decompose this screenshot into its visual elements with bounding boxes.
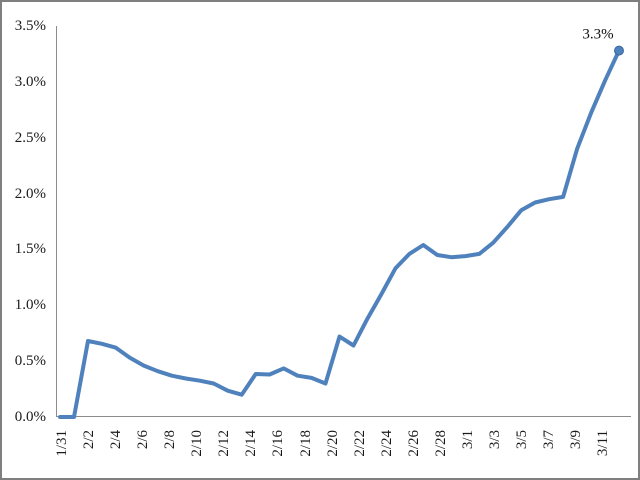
y-tick-label: 3.0% bbox=[14, 73, 46, 90]
y-tick-label: 3.5% bbox=[14, 18, 46, 34]
x-tick-label: 2/18 bbox=[297, 430, 314, 457]
x-tick-label: 3/1 bbox=[459, 430, 476, 450]
x-tick-label: 3/3 bbox=[486, 430, 503, 450]
series-line bbox=[58, 48, 621, 419]
x-tick-label: 2/26 bbox=[405, 430, 422, 457]
x-tick-label: 3/5 bbox=[513, 430, 530, 450]
x-tick-label: 1/31 bbox=[54, 430, 70, 457]
y-tick-label: 0.0% bbox=[14, 409, 46, 425]
x-tick-label: 2/22 bbox=[351, 430, 368, 457]
x-tick-label: 2/12 bbox=[216, 430, 233, 457]
x-tick-label: 2/24 bbox=[378, 430, 395, 457]
x-tick-label: 2/10 bbox=[189, 430, 206, 457]
x-tick-label: 2/2 bbox=[81, 430, 97, 450]
x-tick-label: 2/4 bbox=[108, 430, 125, 450]
x-tick-label: 3/7 bbox=[540, 430, 557, 450]
x-tick-label: 2/28 bbox=[432, 430, 449, 457]
y-axis-line bbox=[56, 26, 58, 417]
last-point-marker bbox=[614, 45, 624, 56]
x-tick-label: 3/9 bbox=[568, 430, 584, 450]
data-point-label: 3.3% bbox=[582, 26, 614, 43]
x-tick-label: 2/20 bbox=[324, 430, 341, 457]
x-axis-line bbox=[56, 416, 631, 418]
y-tick-label: 0.5% bbox=[14, 353, 46, 370]
x-tick-label: 2/8 bbox=[162, 430, 179, 450]
y-tick-label: 2.5% bbox=[14, 129, 46, 146]
x-tick-label: 2/16 bbox=[270, 430, 287, 457]
x-tick-label: 2/6 bbox=[135, 430, 152, 450]
x-tick-label: 2/14 bbox=[243, 430, 260, 457]
x-tick-label: 3/11 bbox=[595, 430, 611, 457]
y-tick-label: 1.0% bbox=[14, 297, 46, 314]
y-tick-label: 2.0% bbox=[14, 185, 46, 202]
y-tick-label: 1.5% bbox=[14, 241, 46, 258]
